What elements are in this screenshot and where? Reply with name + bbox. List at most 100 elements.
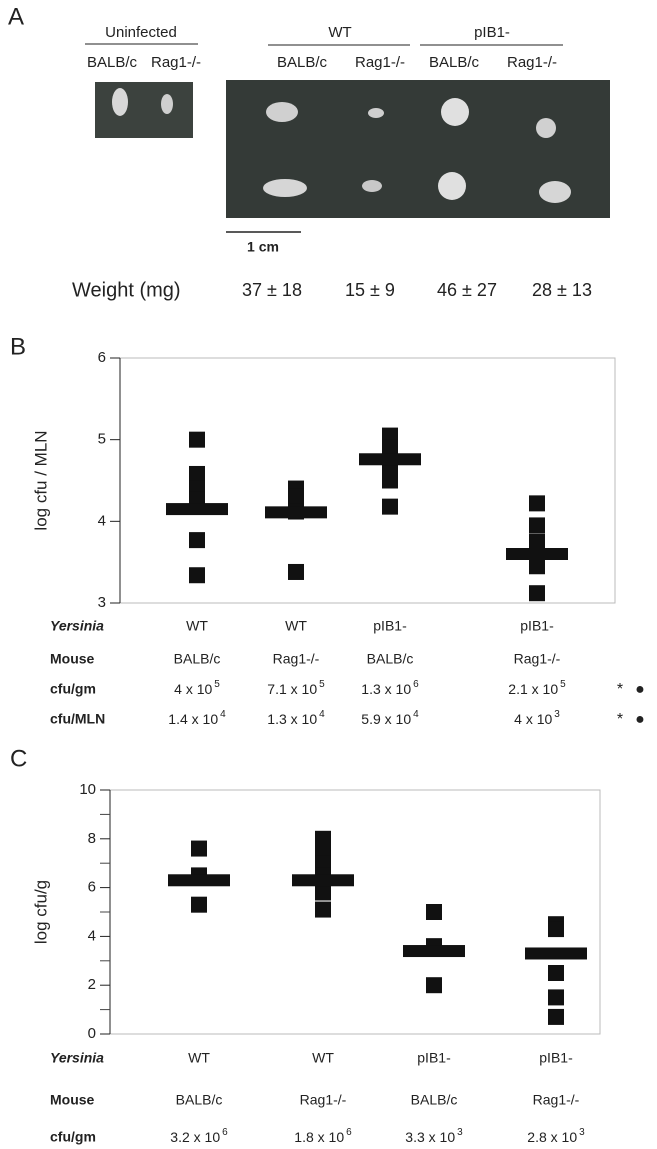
weight-value: 46 ± 27 [437, 280, 497, 300]
data-point [315, 901, 331, 918]
data-point [189, 465, 205, 482]
mean-bar [265, 506, 327, 519]
cell-exponent: 5 [214, 679, 220, 690]
data-point [529, 585, 545, 602]
group-label: pIB1- [474, 24, 510, 41]
scale-label: 1 cm [247, 239, 279, 255]
cell: pIB1- [373, 618, 407, 634]
cell: 1.4 x 10 4 [168, 709, 226, 727]
row-label: cfu/gm [50, 681, 96, 697]
data-point [529, 558, 545, 575]
y-tick-label: 10 [79, 781, 96, 798]
cell-base: 4 x 10 [514, 711, 552, 727]
cell-base: 1.4 x 10 [168, 711, 218, 727]
data-point [548, 989, 564, 1006]
cell-exponent: 3 [554, 709, 560, 720]
cell: Rag1-/- [300, 1092, 347, 1108]
y-tick-label: 0 [88, 1025, 96, 1042]
data-point [529, 533, 545, 550]
y-tick-label: 6 [98, 349, 106, 366]
cell: pIB1- [417, 1050, 451, 1066]
cell-exponent: 6 [346, 1127, 352, 1138]
cell: pIB1- [539, 1050, 573, 1066]
cell: 1.8 x 10 6 [294, 1127, 352, 1145]
data-point [548, 1008, 564, 1025]
cell-base: 7.1 x 10 [267, 681, 317, 697]
cell-exponent: 4 [413, 709, 419, 720]
cell: BALB/c [411, 1092, 458, 1108]
significance-marker: * [617, 681, 623, 698]
cell-exponent: 3 [579, 1127, 585, 1138]
mean-bar [506, 548, 568, 560]
data-point [529, 495, 545, 512]
cell: Rag1-/- [273, 651, 320, 667]
data-point [191, 840, 207, 857]
strain-label: BALB/c [277, 54, 328, 71]
cell-base: 2.1 x 10 [508, 681, 558, 697]
mean-bar [166, 503, 228, 516]
data-point [191, 896, 207, 913]
data-point [426, 977, 442, 994]
data-point [426, 904, 442, 920]
cell-exponent: 4 [319, 709, 325, 720]
cell: 3.3 x 10 3 [405, 1127, 463, 1145]
cell: WT [188, 1050, 210, 1066]
significance-marker: ● [635, 681, 645, 698]
strain-label: BALB/c [429, 54, 480, 71]
y-tick-label: 4 [98, 512, 106, 529]
cell: BALB/c [176, 1092, 223, 1108]
cell: 1.3 x 10 4 [267, 709, 325, 727]
data-point [382, 439, 398, 456]
strain-label: Rag1-/- [355, 54, 405, 71]
cell: BALB/c [174, 651, 221, 667]
group-label: Uninfected [105, 24, 177, 41]
data-point [288, 488, 304, 505]
cell-base: 2.8 x 10 [527, 1129, 577, 1145]
y-tick-label: 4 [88, 927, 96, 944]
group-label: WT [328, 24, 351, 41]
data-point [315, 855, 331, 872]
data-point [189, 567, 205, 584]
cell: 3.2 x 10 6 [170, 1127, 228, 1145]
mean-bar [403, 945, 465, 958]
data-point [315, 843, 331, 859]
cell: 4 x 10 3 [514, 709, 560, 727]
weight-value: 15 ± 9 [345, 280, 395, 300]
data-point [315, 830, 331, 847]
data-point [189, 532, 205, 549]
cell: 7.1 x 10 5 [267, 679, 325, 697]
data-point [548, 921, 564, 938]
photo [95, 80, 610, 218]
cell-base: 1.3 x 10 [361, 681, 411, 697]
row-label: Mouse [50, 1092, 95, 1108]
cell: BALB/c [367, 651, 414, 667]
cell: 1.3 x 10 6 [361, 679, 419, 697]
cell: WT [285, 618, 307, 634]
significance-marker: * [617, 711, 623, 728]
row-label: cfu/MLN [50, 711, 105, 727]
data-point [189, 431, 205, 448]
weight-value: 28 ± 13 [532, 280, 592, 300]
cell: WT [312, 1050, 334, 1066]
cell-exponent: 5 [560, 679, 566, 690]
row-label: Mouse [50, 651, 95, 667]
y-tick-label: 6 [88, 879, 96, 896]
cell-exponent: 3 [457, 1127, 463, 1138]
cell: Rag1-/- [514, 651, 561, 667]
cell: 2.8 x 10 3 [527, 1127, 585, 1145]
cell-base: 1.3 x 10 [267, 711, 317, 727]
data-point [548, 965, 564, 981]
data-point [382, 498, 398, 515]
cell: Rag1-/- [533, 1092, 580, 1108]
plot-frame [109, 789, 601, 1035]
row-label: Yersinia [50, 618, 104, 634]
cell-base: 5.9 x 10 [361, 711, 411, 727]
data-point [288, 563, 304, 580]
strain-label: BALB/c [87, 54, 138, 71]
cell-exponent: 6 [413, 679, 419, 690]
y-axis-label: log cfu / MLN [31, 430, 50, 530]
cell: 4 x 10 5 [174, 679, 220, 697]
cell: 5.9 x 10 4 [361, 709, 419, 727]
strain-label: Rag1-/- [151, 54, 201, 71]
